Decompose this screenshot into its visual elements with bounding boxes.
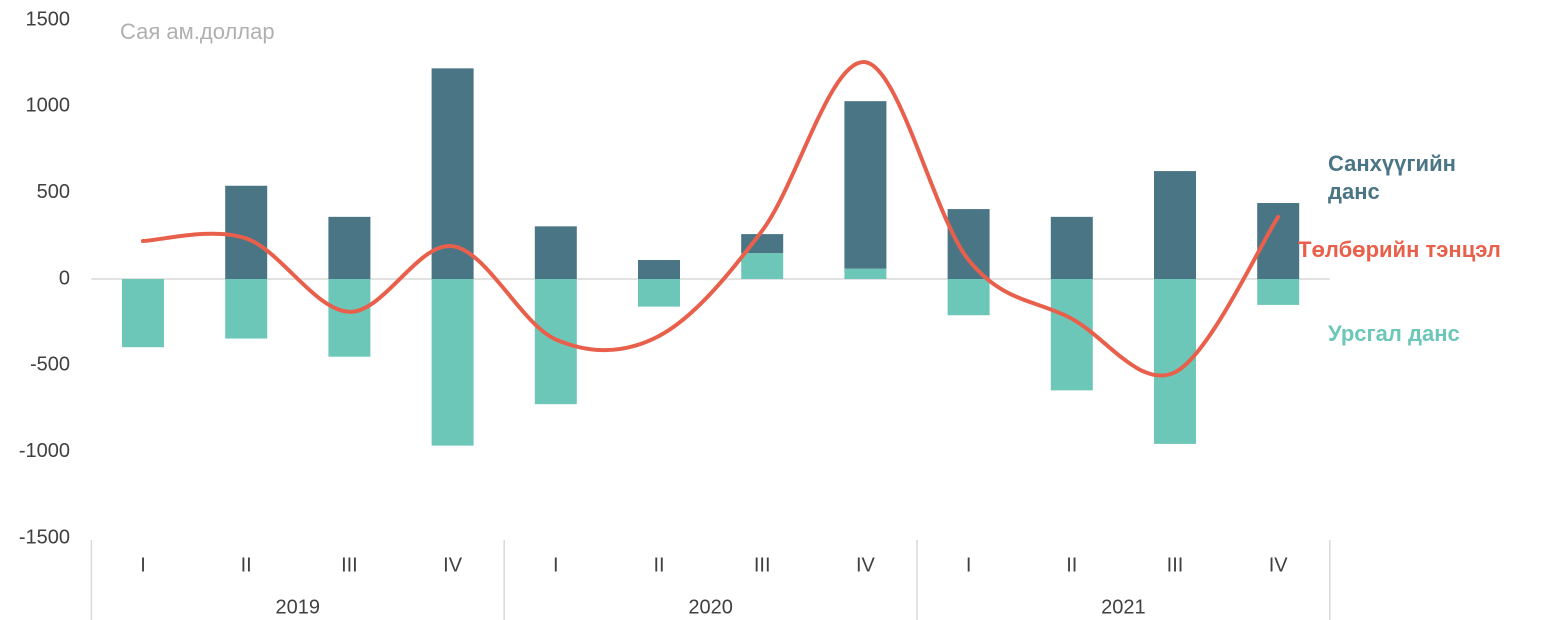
- bar: [638, 260, 680, 279]
- x-tick-label: III: [341, 554, 358, 576]
- bar: [534, 226, 577, 279]
- legend-balance: Төлбөрийн тэнцэл: [1298, 237, 1501, 262]
- group-label: 2021: [1101, 596, 1146, 618]
- y-tick-label: 500: [37, 181, 70, 203]
- bar: [225, 279, 268, 339]
- y-tick-label: 1000: [26, 95, 71, 117]
- x-tick-label: IV: [443, 554, 463, 576]
- group-label: 2020: [688, 596, 733, 618]
- bar: [225, 185, 268, 279]
- bar: [1050, 216, 1093, 279]
- bar: [741, 234, 784, 254]
- bar: [1257, 279, 1300, 305]
- y-tick-label: -1000: [19, 440, 70, 462]
- y-tick-label: -1500: [19, 526, 70, 548]
- x-tick-label: I: [553, 554, 559, 576]
- group-label: 2019: [276, 596, 321, 618]
- bar: [328, 216, 371, 279]
- x-tick-label: II: [1066, 554, 1077, 576]
- bar: [947, 279, 990, 316]
- x-tick-label: II: [241, 554, 252, 576]
- x-tick-label: II: [653, 554, 664, 576]
- line: [141, 60, 1281, 378]
- x-tick-label: IV: [1269, 554, 1289, 576]
- bar: [844, 268, 887, 279]
- x-tick-label: I: [966, 554, 972, 576]
- y-tick-label: 0: [59, 267, 70, 289]
- legend-current: Урсгал данс: [1328, 321, 1460, 346]
- bar: [844, 101, 887, 269]
- bar: [431, 279, 474, 446]
- bar: [947, 209, 990, 279]
- x-tick-label: III: [754, 554, 771, 576]
- bar: [122, 279, 164, 348]
- bar: [431, 68, 474, 279]
- bar: [328, 279, 371, 357]
- y-tick-label: -500: [30, 354, 70, 376]
- y-tick-label: 1500: [26, 8, 71, 30]
- bar: [741, 253, 784, 279]
- y-axis-label: Сая ам.доллар: [120, 19, 275, 44]
- bar: [1050, 279, 1093, 391]
- x-tick-label: III: [1167, 554, 1184, 576]
- bar: [1154, 171, 1196, 279]
- x-tick-label: I: [140, 554, 146, 576]
- bar: [638, 279, 680, 307]
- legend-financial: Санхүүгийн данс: [1328, 151, 1456, 204]
- x-tick-label: IV: [856, 554, 876, 576]
